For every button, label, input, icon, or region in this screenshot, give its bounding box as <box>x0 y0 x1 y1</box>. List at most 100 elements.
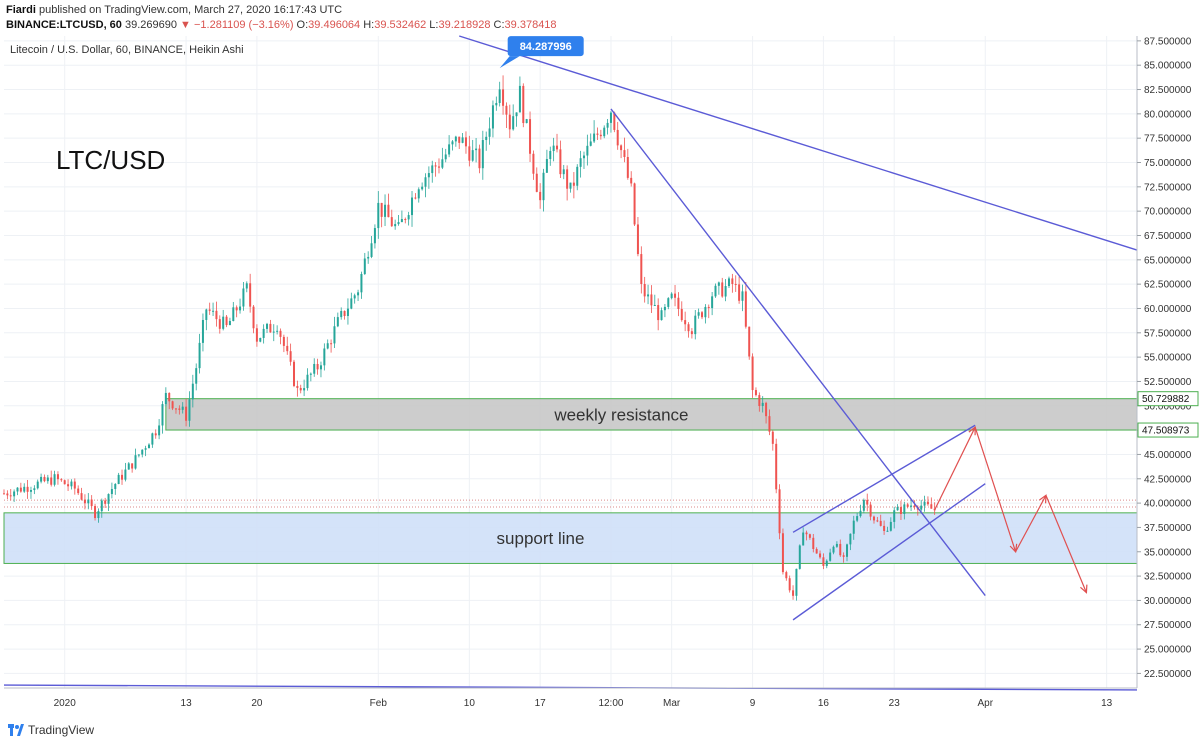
candle-body <box>768 416 771 432</box>
candle-body <box>161 404 164 426</box>
candle-body <box>353 295 356 299</box>
candle-body <box>593 133 596 142</box>
high-value: 39.532462 <box>374 19 427 31</box>
y-tick-label: 25.000000 <box>1144 645 1192 656</box>
candle-body <box>333 326 336 344</box>
candle-body <box>397 222 400 225</box>
axis-price-badge-label: 50.729882 <box>1142 394 1190 405</box>
trendline-3 <box>792 424 976 533</box>
candle-body <box>245 283 248 289</box>
candle-body <box>296 385 299 388</box>
publisher-name[interactable]: Fiardi <box>6 4 36 16</box>
candle-body <box>690 331 693 335</box>
candle-body <box>461 137 464 143</box>
candle-body <box>862 499 865 511</box>
candle-body <box>458 136 461 143</box>
y-tick-label: 22.500000 <box>1144 669 1192 680</box>
ohlc-line: BINANCE:LTCUSD, 60 39.269690 ▼ −1.281109… <box>6 19 557 31</box>
candle-body <box>434 165 437 167</box>
weekly-resistance-label: weekly resistance <box>553 405 688 424</box>
candle-body <box>289 351 292 362</box>
candle-body <box>444 154 447 160</box>
candle-body <box>107 494 110 504</box>
candle-body <box>40 476 43 482</box>
open-label: O: <box>296 19 309 31</box>
candle-body <box>633 183 636 225</box>
tradingview-logo-icon <box>8 724 24 736</box>
candle-body <box>589 141 592 146</box>
candle-body <box>849 533 852 545</box>
candle-body <box>792 590 795 596</box>
candle-body <box>795 568 798 596</box>
candle-body <box>63 480 66 485</box>
y-tick-label: 57.500000 <box>1144 328 1192 339</box>
candle-body <box>859 510 862 517</box>
candle-body <box>390 217 393 227</box>
close-value: 39.378418 <box>504 19 557 31</box>
candle-body <box>137 454 140 456</box>
candle-body <box>609 112 612 123</box>
candle-body <box>819 553 822 558</box>
x-tick-label: Mar <box>663 698 681 709</box>
candle-body <box>805 532 808 535</box>
candle-body <box>83 499 86 504</box>
candle-body <box>299 387 302 391</box>
candle-body <box>785 572 788 579</box>
candle-body <box>512 116 515 130</box>
candle-body <box>303 388 306 391</box>
candle-body <box>464 137 467 147</box>
candle-body <box>539 191 542 201</box>
candle-body <box>23 486 26 492</box>
candle-body <box>350 298 353 309</box>
candle-body <box>761 402 764 407</box>
trendline-2 <box>610 108 986 596</box>
candle-body <box>599 134 602 137</box>
candle-body <box>852 520 855 534</box>
chart-axes: 22.500000 25.000000 27.500000 30.000000 32.5… <box>4 36 1192 709</box>
candle-body <box>812 537 815 549</box>
y-tick-label: 37.500000 <box>1144 523 1192 534</box>
candle-body <box>906 504 909 507</box>
trendline-1 <box>459 35 1138 251</box>
candle-body <box>168 392 171 402</box>
candle-body <box>798 545 801 569</box>
candle-body <box>751 356 754 391</box>
candle-body <box>26 486 29 492</box>
candle-body <box>181 406 184 410</box>
candle-body <box>286 345 289 352</box>
candle-body <box>886 530 889 532</box>
plot-area <box>4 36 1137 688</box>
candle-body <box>188 399 191 421</box>
candle-body <box>252 306 255 329</box>
candle-body <box>266 323 269 329</box>
candle-body <box>235 307 238 311</box>
candle-body <box>363 258 366 274</box>
candle-body <box>579 158 582 167</box>
candle-body <box>340 310 343 318</box>
x-tick-label: 16 <box>818 698 830 709</box>
candle-body <box>380 202 383 217</box>
y-tick-label: 82.500000 <box>1144 85 1192 96</box>
candle-body <box>727 278 730 287</box>
candle-body <box>185 406 188 421</box>
candle-body <box>255 328 258 342</box>
candle-body <box>218 319 221 329</box>
candle-body <box>441 159 444 168</box>
candle-body <box>842 555 845 557</box>
candle-body <box>147 444 150 449</box>
tradingview-brand[interactable]: TradingView <box>28 723 95 737</box>
candle-body <box>262 328 265 338</box>
y-tick-label: 45.000000 <box>1144 450 1192 461</box>
candle-body <box>616 129 619 146</box>
candle-body <box>903 504 906 514</box>
candle-body <box>913 505 916 508</box>
candle-body <box>856 516 859 521</box>
candle-body <box>357 292 360 296</box>
y-tick-label: 72.500000 <box>1144 182 1192 193</box>
candle-body <box>893 510 896 522</box>
candle-body <box>636 224 639 255</box>
candle-body <box>653 305 656 307</box>
candle-body <box>839 543 842 556</box>
candle-body <box>556 145 559 150</box>
